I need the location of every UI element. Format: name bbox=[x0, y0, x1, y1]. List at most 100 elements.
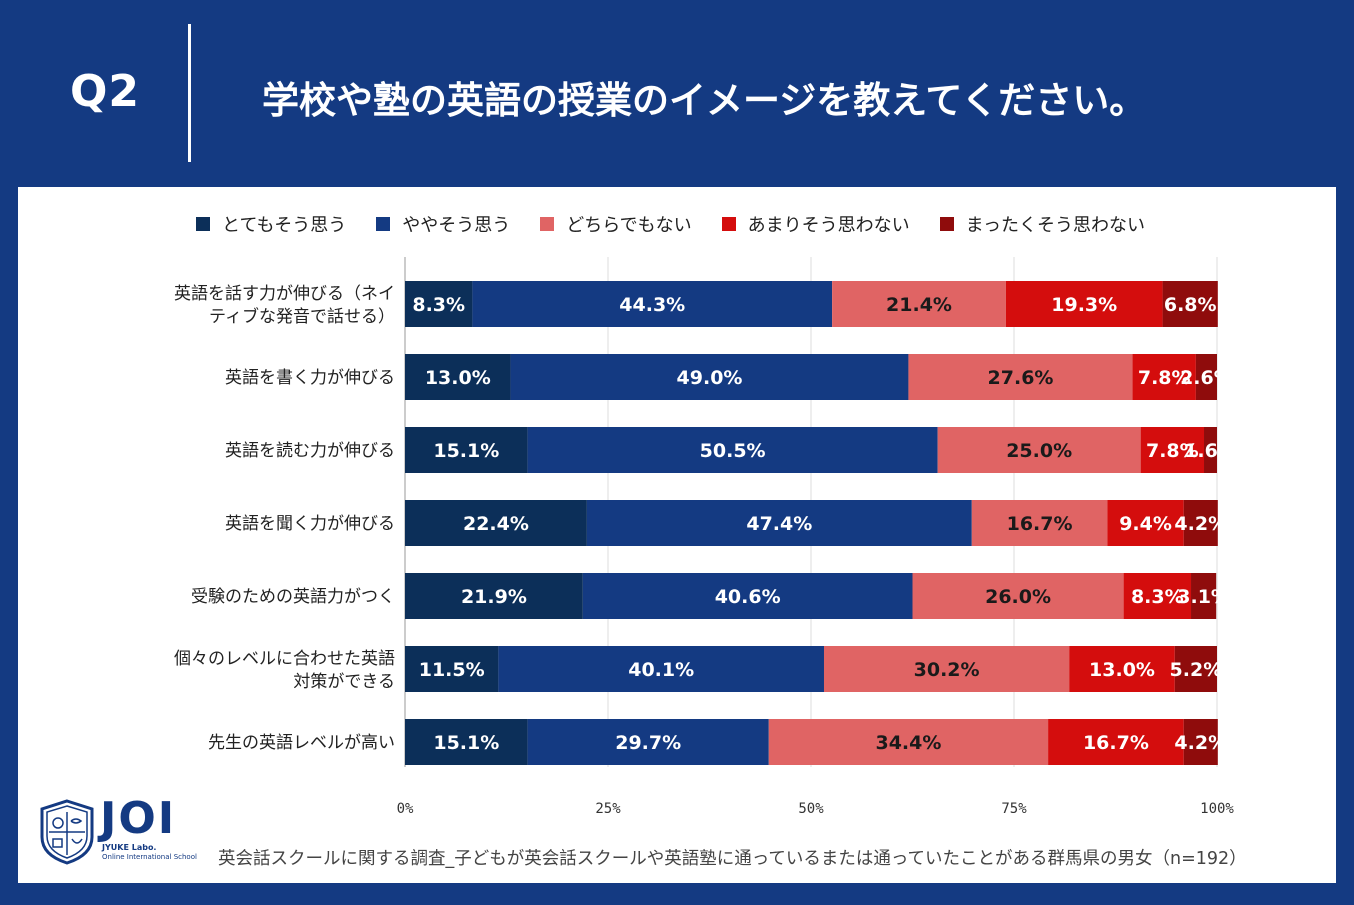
legend-swatch bbox=[376, 217, 391, 231]
joi-logo: JOI JYUKE Labo. Online International Sch… bbox=[38, 793, 238, 869]
data-label: 34.4% bbox=[875, 732, 941, 754]
bar-segment bbox=[823, 646, 1070, 692]
category-label: 英語を話す力が伸びる（ネイ bbox=[174, 284, 395, 304]
category-label: 受験のための英語力がつく bbox=[191, 587, 395, 607]
legend-swatch bbox=[540, 217, 555, 231]
data-label: 4.2% bbox=[1174, 732, 1227, 754]
bar-segment bbox=[405, 719, 528, 765]
bar-segment bbox=[405, 427, 528, 473]
data-label: 40.6% bbox=[715, 586, 781, 608]
bar-segment bbox=[912, 573, 1124, 619]
data-label: 27.6% bbox=[988, 367, 1054, 389]
bar-segment bbox=[1069, 646, 1175, 692]
bar-segment bbox=[1191, 573, 1217, 619]
question-number: Q2 bbox=[70, 66, 141, 117]
data-label: 29.7% bbox=[615, 732, 681, 754]
data-label: 44.3% bbox=[619, 294, 685, 316]
bar-segment bbox=[510, 354, 909, 400]
data-label: 19.3% bbox=[1051, 294, 1117, 316]
data-label: 50.5% bbox=[700, 440, 766, 462]
data-label: 15.1% bbox=[433, 732, 499, 754]
data-label: 9.4% bbox=[1119, 513, 1172, 535]
bar-segment bbox=[1183, 500, 1218, 546]
chart-legend: とてもそう思う ややそう思う どちらでもない あまりそう思わない まったくそう思わない bbox=[196, 211, 1175, 237]
legend-label: あまりそう思わない bbox=[747, 215, 910, 236]
bar-segment bbox=[1123, 573, 1192, 619]
category-label: 対策ができる bbox=[293, 672, 395, 692]
bar-segment bbox=[971, 500, 1108, 546]
bar-segment bbox=[582, 573, 913, 619]
x-tick-label: 100% bbox=[1200, 801, 1234, 817]
legend-swatch bbox=[196, 217, 210, 231]
logo-text: JOI bbox=[100, 793, 177, 844]
bar-segment bbox=[1005, 281, 1163, 327]
bar-segment bbox=[1174, 646, 1217, 692]
bar-segment bbox=[908, 354, 1133, 400]
question-title: 学校や塾の英語の授業のイメージを教えてください。 bbox=[262, 79, 1147, 122]
legend-item: どちらでもない bbox=[540, 211, 692, 237]
data-label: 13.0% bbox=[1089, 659, 1155, 681]
survey-note: 英会話スクールに関する調査_子どもが英会話スクールや英語塾に通っているまたは通っ… bbox=[218, 849, 1247, 869]
data-label: 2.6% bbox=[1180, 367, 1233, 389]
x-tick-label: 75% bbox=[1001, 801, 1027, 817]
data-label: 47.4% bbox=[746, 513, 812, 535]
data-label: 21.9% bbox=[461, 586, 527, 608]
bar-segment bbox=[768, 719, 1049, 765]
legend-item: まったくそう思わない bbox=[939, 211, 1145, 237]
x-tick-label: 50% bbox=[798, 801, 824, 817]
category-label: 英語を書く力が伸びる bbox=[225, 368, 395, 388]
data-label: 25.0% bbox=[1006, 440, 1072, 462]
header: Q2 学校や塾の英語の授業のイメージを教えてください。 bbox=[0, 0, 1354, 190]
bar-segment bbox=[1132, 354, 1196, 400]
data-label: 4.2% bbox=[1174, 513, 1227, 535]
bar-segment bbox=[405, 354, 511, 400]
shield-logo-icon bbox=[40, 799, 94, 865]
data-label: 6.8% bbox=[1164, 294, 1217, 316]
data-label: 16.7% bbox=[1083, 732, 1149, 754]
bar-segment bbox=[527, 427, 938, 473]
header-divider bbox=[188, 24, 191, 162]
data-label: 16.7% bbox=[1007, 513, 1073, 535]
legend-label: どちらでもない bbox=[566, 215, 692, 236]
data-label: 49.0% bbox=[677, 367, 743, 389]
bar-segment bbox=[1204, 427, 1217, 473]
bar-segment bbox=[1140, 427, 1205, 473]
bar-segment bbox=[498, 646, 824, 692]
data-label: 8.3% bbox=[412, 294, 465, 316]
bar-segment bbox=[1195, 354, 1217, 400]
data-label: 21.4% bbox=[886, 294, 952, 316]
data-label: 26.0% bbox=[985, 586, 1051, 608]
chart-panel: とてもそう思う ややそう思う どちらでもない あまりそう思わない まったくそう思わない … bbox=[18, 187, 1336, 883]
bar-segment bbox=[832, 281, 1006, 327]
legend-item: とてもそう思う bbox=[196, 211, 346, 237]
bar-segment bbox=[405, 500, 587, 546]
category-label: ティブな発音で話せる） bbox=[209, 306, 395, 327]
bar-segment bbox=[937, 427, 1141, 473]
data-label: 30.2% bbox=[914, 659, 980, 681]
legend-swatch bbox=[939, 217, 954, 231]
bar-segment bbox=[1048, 719, 1184, 765]
bar-segment bbox=[1107, 500, 1184, 546]
category-label: 個々のレベルに合わせた英語 bbox=[174, 649, 395, 669]
legend-item: ややそう思う bbox=[376, 211, 510, 237]
legend-swatch bbox=[721, 217, 736, 231]
data-label: 8.3% bbox=[1131, 586, 1184, 608]
x-tick-label: 0% bbox=[397, 801, 414, 817]
data-label: 40.1% bbox=[628, 659, 694, 681]
logo-tagline: Online International School bbox=[102, 853, 197, 861]
data-label: 7.8% bbox=[1146, 440, 1199, 462]
bar-segment bbox=[472, 281, 833, 327]
legend-item: あまりそう思わない bbox=[721, 211, 910, 237]
bar-segment bbox=[1162, 281, 1218, 327]
category-label: 先生の英語レベルが高い bbox=[208, 733, 395, 753]
legend-label: とてもそう思う bbox=[222, 215, 347, 236]
data-label: 11.5% bbox=[419, 659, 485, 681]
x-tick-label: 25% bbox=[595, 801, 621, 817]
category-label: 英語を読む力が伸びる bbox=[225, 441, 395, 461]
data-label: 3.1% bbox=[1177, 586, 1230, 608]
bar-segment bbox=[405, 281, 473, 327]
category-label: 英語を聞く力が伸びる bbox=[225, 514, 395, 534]
data-label: 13.0% bbox=[425, 367, 491, 389]
bar-segment bbox=[405, 573, 583, 619]
